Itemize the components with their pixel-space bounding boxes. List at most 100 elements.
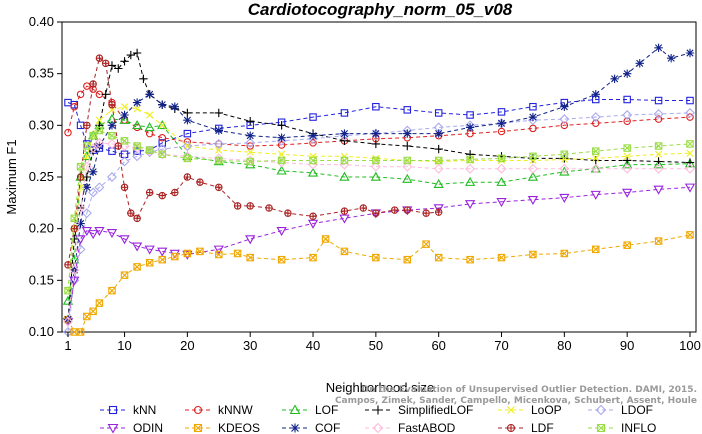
data-point [101, 90, 110, 99]
series-line [67, 112, 691, 333]
data-point [171, 189, 179, 196]
data-point [114, 64, 123, 73]
data-point [654, 115, 663, 123]
data-point [83, 142, 91, 150]
data-point [131, 120, 143, 130]
series-fastabod [63, 137, 695, 327]
series-cof [63, 43, 695, 324]
data-point [196, 178, 204, 186]
data-point [215, 156, 223, 165]
legend-label: COF [315, 421, 340, 434]
data-point [592, 245, 600, 254]
data-point [120, 271, 129, 279]
data-point [422, 209, 430, 217]
data-point [307, 167, 319, 177]
series-line [67, 47, 691, 320]
data-point [183, 249, 192, 258]
data-point [70, 102, 79, 111]
y-tick-label: 0.10 [29, 324, 54, 339]
data-point [686, 140, 694, 148]
data-point [193, 405, 203, 415]
data-point [102, 60, 109, 67]
legend-item-loop: LoOP [498, 403, 562, 417]
legend-item-knnw: kNNW [185, 403, 253, 417]
data-point [496, 163, 507, 174]
data-point [95, 299, 104, 307]
data-point [372, 156, 380, 165]
data-point [245, 137, 256, 148]
data-point [132, 98, 142, 107]
data-point [133, 142, 141, 150]
data-point [146, 111, 154, 119]
data-point [309, 156, 317, 165]
legend-label: kNNW [218, 403, 253, 417]
data-point [309, 254, 317, 262]
data-point [76, 328, 85, 336]
data-point [372, 254, 380, 262]
data-point [69, 276, 80, 286]
data-point [322, 235, 330, 243]
chart-title: Cardiotocography_norm_05_v08 [248, 0, 513, 19]
data-point [144, 122, 155, 132]
data-point [321, 235, 330, 243]
data-point [340, 156, 349, 165]
data-point [234, 202, 241, 210]
data-point [107, 172, 117, 182]
data-point [158, 133, 166, 142]
series-line [67, 142, 690, 322]
data-point [403, 256, 411, 264]
data-point [69, 265, 80, 275]
data-point [592, 147, 600, 155]
data-point [196, 247, 204, 256]
data-point [464, 200, 476, 210]
legend-label: INFLO [621, 421, 656, 434]
data-point [654, 43, 663, 53]
data-point [433, 163, 444, 174]
data-point [653, 163, 664, 174]
data-point [88, 187, 99, 198]
x-tick-label: 50 [369, 338, 383, 353]
legend-item-knn: kNN [100, 403, 156, 417]
series-layer [62, 43, 696, 337]
data-point [654, 237, 663, 245]
data-point [83, 142, 91, 150]
data-point [133, 215, 141, 222]
data-point [592, 245, 600, 253]
data-point [82, 183, 92, 192]
data-point [686, 140, 694, 148]
data-point [623, 95, 631, 104]
data-point [497, 154, 506, 163]
data-point [591, 156, 600, 165]
data-point [146, 259, 154, 267]
data-point [403, 129, 412, 138]
x-tick-label: 1 [64, 338, 71, 353]
data-point [623, 241, 631, 249]
x-tick-label: 80 [557, 338, 571, 353]
data-point [590, 112, 601, 123]
data-point [83, 122, 91, 129]
data-point [529, 102, 537, 111]
data-point [685, 107, 695, 118]
data-point [686, 113, 694, 121]
data-point [435, 156, 443, 165]
data-point [70, 100, 79, 109]
data-point [70, 234, 79, 244]
legend-label: LDF [531, 421, 554, 434]
data-point [213, 245, 224, 255]
data-point [340, 156, 349, 165]
data-point [94, 226, 105, 237]
series-ldof [63, 107, 695, 337]
x-tick-label: 90 [620, 338, 634, 353]
x-tick-label: 100 [679, 338, 701, 353]
data-point [496, 198, 507, 208]
data-point [307, 219, 319, 229]
data-point [309, 156, 317, 165]
data-point [497, 154, 506, 162]
data-point [64, 261, 72, 269]
data-point [686, 231, 694, 239]
data-point [108, 405, 118, 415]
data-point [108, 131, 116, 140]
data-point [372, 156, 380, 165]
data-point [654, 142, 663, 150]
data-point [340, 109, 349, 117]
